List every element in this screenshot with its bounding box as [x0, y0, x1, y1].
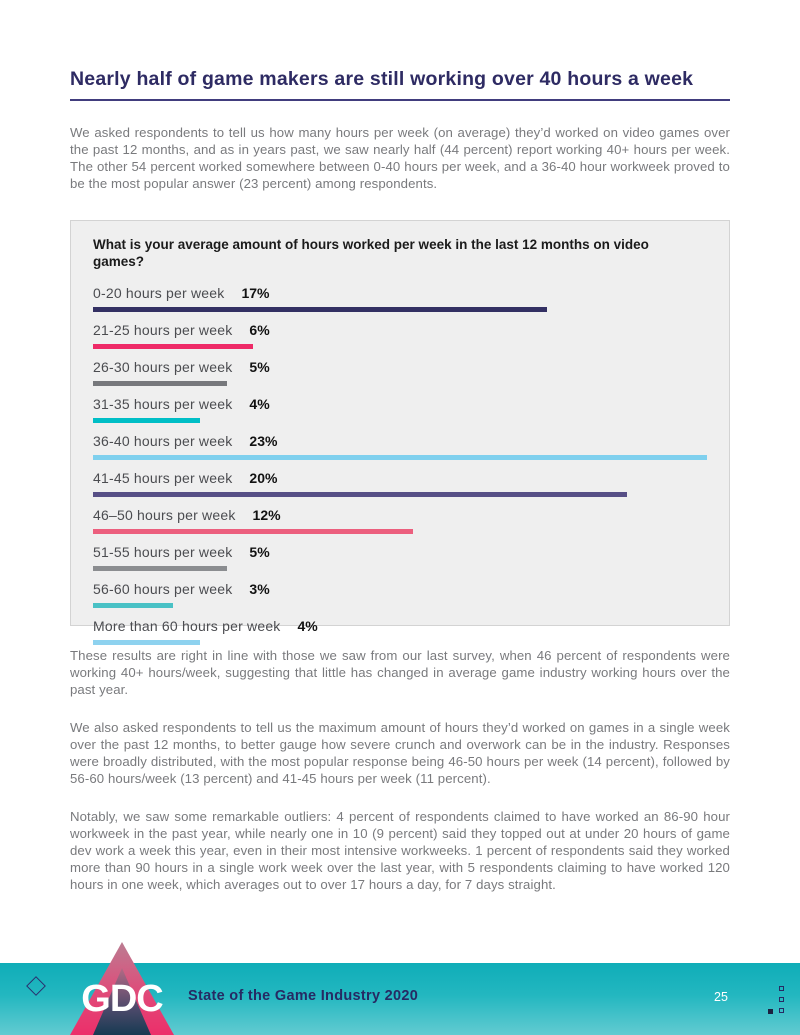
bar-category-label: More than 60 hours per week [93, 618, 281, 634]
footer-report-title: State of the Game Industry 2020 [188, 988, 419, 1004]
bar-value-label: 4% [249, 396, 270, 412]
bar-category-label: 0-20 hours per week [93, 285, 225, 301]
bar-row: 41-45 hours per week 20% [93, 469, 705, 497]
bar [93, 529, 413, 534]
bar-category-label: 26-30 hours per week [93, 359, 233, 375]
square-filled-icon [768, 1009, 773, 1014]
bar-category-label: 36-40 hours per week [93, 433, 233, 449]
bar-category-label: 51-55 hours per week [93, 544, 233, 560]
bar-row: 0-20 hours per week 17% [93, 284, 705, 312]
bar [93, 344, 253, 349]
bar [93, 455, 707, 460]
paragraph-results: These results are right in line with tho… [70, 648, 730, 697]
bar-value-label: 5% [249, 359, 270, 375]
page-title: Nearly half of game makers are still wor… [70, 68, 694, 90]
bar [93, 640, 200, 645]
bar [93, 381, 227, 386]
bar-category-label: 46–50 hours per week [93, 507, 236, 523]
bar-row: 26-30 hours per week 5% [93, 358, 705, 386]
bar-category-label: 21-25 hours per week [93, 322, 233, 338]
paragraph-outliers: Notably, we saw some remarkable outliers… [70, 809, 730, 892]
bar-row: 36-40 hours per week 23% [93, 432, 707, 460]
gdc-logo-triangle-icon [70, 942, 174, 1035]
page-number: 25 [714, 990, 728, 1004]
bar-row: 21-25 hours per week 6% [93, 321, 705, 349]
bar-row: More than 60 hours per week 4% [93, 617, 705, 645]
paragraph-max-hours: We also asked respondents to tell us the… [70, 720, 730, 786]
survey-chart-card: What is your average amount of hours wor… [70, 220, 730, 645]
bar [93, 566, 227, 571]
bar-value-label: 6% [249, 322, 270, 338]
bar [93, 307, 547, 312]
bar-value-label: 23% [249, 433, 278, 449]
chart-title: What is your average amount of hours wor… [93, 237, 649, 269]
bar-row: 31-35 hours per week 4% [93, 395, 705, 423]
bar-list: 0-20 hours per week 17% 21-25 hours per we… [93, 284, 707, 645]
square-outline-icon [779, 1008, 784, 1013]
bar [93, 603, 173, 608]
bar-category-label: 56-60 hours per week [93, 581, 233, 597]
square-outline-icon [779, 986, 784, 991]
intro-paragraph: We asked respondents to tell us how many… [70, 125, 730, 191]
bar-value-label: 12% [252, 507, 281, 523]
bar-value-label: 4% [297, 618, 318, 634]
square-outline-icon [779, 997, 784, 1002]
bar [93, 492, 627, 497]
gdc-logo-text: GDC [81, 978, 163, 1020]
bar-category-label: 41-45 hours per week [93, 470, 233, 486]
title-underline [70, 99, 730, 101]
bar-row: 46–50 hours per week 12% [93, 506, 705, 534]
bar-category-label: 31-35 hours per week [93, 396, 233, 412]
bar-value-label: 3% [249, 581, 270, 597]
bar-row: 51-55 hours per week 5% [93, 543, 705, 571]
bar-value-label: 5% [249, 544, 270, 560]
bar [93, 418, 200, 423]
bar-value-label: 17% [241, 285, 270, 301]
bar-value-label: 20% [249, 470, 278, 486]
bar-row: 56-60 hours per week 3% [93, 580, 705, 608]
